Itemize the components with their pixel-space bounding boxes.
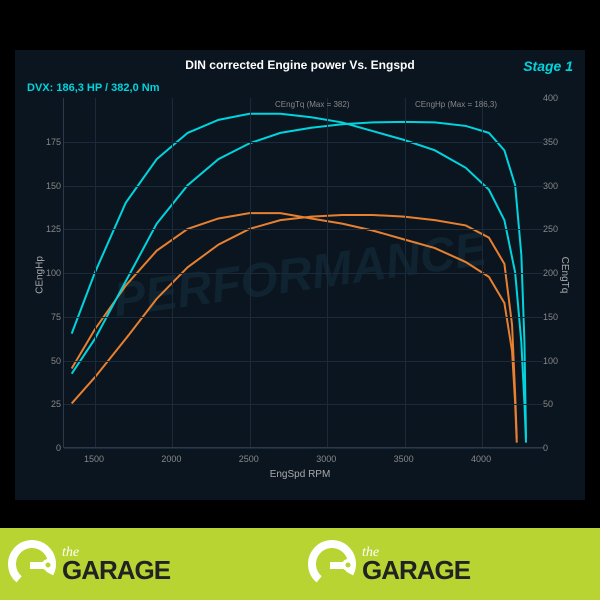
ytick-right: 50 [543, 399, 565, 409]
x-axis-label: EngSpd RPM [270, 469, 331, 480]
series-line [72, 114, 526, 443]
wrench-g-icon [8, 540, 56, 588]
footer-text-2: the GARAGE [362, 547, 470, 581]
footer-text-1: the GARAGE [62, 547, 170, 581]
xtick: 3500 [394, 454, 414, 464]
ytick-right: 350 [543, 137, 565, 147]
ytick-right: 250 [543, 224, 565, 234]
dvx-summary: DVX: 186,3 HP / 382,0 Nm [27, 82, 159, 94]
ytick-right: 300 [543, 181, 565, 191]
ytick-left: 125 [43, 224, 61, 234]
ytick-right: 200 [543, 268, 565, 278]
ytick-left: 50 [43, 356, 61, 366]
ytick-left: 25 [43, 399, 61, 409]
footer-garage-2: GARAGE [362, 559, 470, 581]
ytick-left: 100 [43, 268, 61, 278]
ytick-left: 175 [43, 137, 61, 147]
legend-torque: CEngTq (Max = 382) [275, 100, 349, 109]
stage-label: Stage 1 [523, 58, 573, 74]
series-line [72, 122, 526, 438]
dyno-chart: DIN corrected Engine power Vs. Engspd St… [15, 50, 585, 500]
ytick-right: 400 [543, 93, 565, 103]
xtick: 1500 [84, 454, 104, 464]
plot-area [63, 98, 543, 448]
footer-logo-1: the GARAGE [0, 528, 300, 600]
ytick-right: 0 [543, 443, 565, 453]
footer-banner: the GARAGE the GARAGE [0, 528, 600, 600]
xtick: 2500 [239, 454, 259, 464]
ytick-right: 150 [543, 312, 565, 322]
ytick-left: 0 [43, 443, 61, 453]
chart-title: DIN corrected Engine power Vs. Engspd [15, 50, 585, 72]
xtick: 4000 [471, 454, 491, 464]
ytick-right: 100 [543, 356, 565, 366]
series-line [72, 213, 517, 442]
legend-hp: CEngHp (Max = 186,3) [415, 100, 497, 109]
ytick-left: 75 [43, 312, 61, 322]
wrench-g-icon [308, 540, 356, 588]
ytick-left: 150 [43, 181, 61, 191]
footer-logo-2: the GARAGE [300, 528, 600, 600]
xtick: 3000 [316, 454, 336, 464]
xtick: 2000 [161, 454, 181, 464]
footer-garage-1: GARAGE [62, 559, 170, 581]
